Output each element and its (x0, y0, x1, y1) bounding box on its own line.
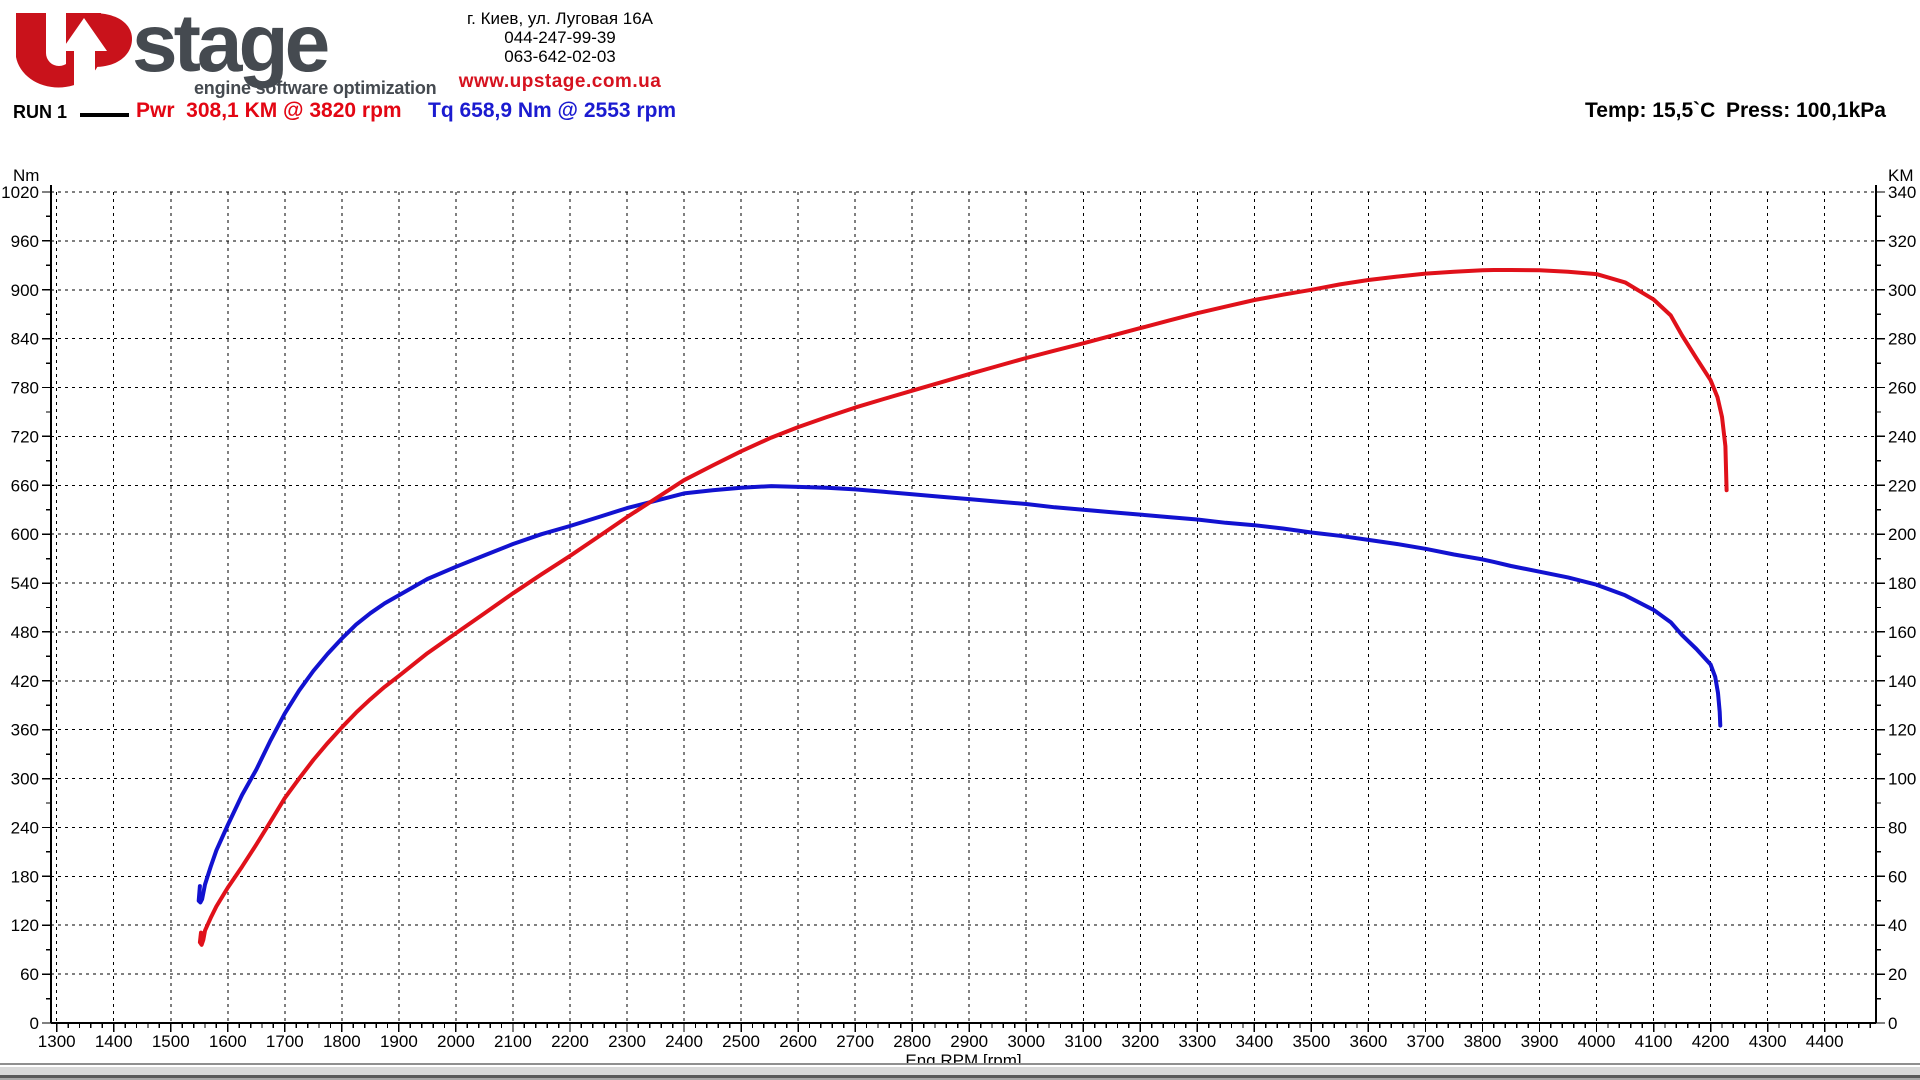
y-right-tick-label: 280 (1888, 330, 1916, 349)
curves (196, 268, 1729, 947)
x-tick-label: 3800 (1464, 1032, 1502, 1051)
x-tick-label: 1800 (323, 1032, 361, 1051)
x-tick-label: 4100 (1635, 1032, 1673, 1051)
temperature-readout: Temp: 15,5`C (1585, 99, 1716, 122)
upstage-logo: stage engine software optimization (8, 0, 478, 106)
x-tick-label: 2600 (779, 1032, 817, 1051)
x-tick-label: 2300 (608, 1032, 646, 1051)
x-tick-label: 4300 (1749, 1032, 1787, 1051)
window-bottom-border (0, 1078, 1920, 1080)
y-right-tick-label: 140 (1888, 672, 1916, 691)
website-link[interactable]: www.upstage.com.ua (458, 71, 662, 92)
company-address-block: г. Киев, ул. Луговая 16А 044-247-99-39 0… (400, 9, 720, 66)
y-left-tick-label: 960 (11, 232, 39, 251)
y-left-tick-label: 900 (11, 281, 39, 300)
x-tick-label: 3000 (1007, 1032, 1045, 1051)
pressure-readout: Press: 100,1kPa (1726, 99, 1886, 122)
phone-line-2: 063-642-02-03 (504, 47, 616, 66)
right-axis-unit-label: KM (1888, 166, 1914, 185)
y-left-tick-label: 600 (11, 525, 39, 544)
y-right-tick-label: 300 (1888, 281, 1916, 300)
logo-tagline: engine software optimization (194, 78, 436, 98)
x-tick-label: 2700 (836, 1032, 874, 1051)
y-right-tick-label: 260 (1888, 379, 1916, 398)
logo-brand-text: stage (132, 5, 328, 89)
y-left-tick-label: 120 (11, 916, 39, 935)
x-tick-label: 1600 (209, 1032, 247, 1051)
gridlines (51, 191, 1876, 1023)
x-tick-label: 1400 (95, 1032, 133, 1051)
x-tick-label: 3400 (1235, 1032, 1273, 1051)
left-axis-unit-label: Nm (13, 166, 39, 185)
y-left-tick-label: 540 (11, 574, 39, 593)
x-tick-label: 2200 (551, 1032, 589, 1051)
x-tick-label: 4400 (1806, 1032, 1844, 1051)
x-tick-label: 3600 (1350, 1032, 1388, 1051)
x-tick-label: 1700 (266, 1032, 304, 1051)
address-line: г. Киев, ул. Луговая 16А (467, 9, 653, 28)
y-left-tick-label: 660 (11, 476, 39, 495)
x-tick-label: 2400 (665, 1032, 703, 1051)
x-tick-label: 4000 (1578, 1032, 1616, 1051)
y-left-tick-label: 1020 (1, 183, 39, 202)
x-tick-label: 2800 (893, 1032, 931, 1051)
y-right-tick-label: 180 (1888, 574, 1916, 593)
run-label: RUN 1 (13, 102, 68, 122)
y-right-tick-label: 200 (1888, 525, 1916, 544)
y-right-tick-label: 60 (1888, 867, 1907, 886)
x-tick-label: 2900 (950, 1032, 988, 1051)
y-left-tick-label: 240 (11, 818, 39, 837)
x-tick-label: 3300 (1178, 1032, 1216, 1051)
window-bottom-border (0, 1075, 1920, 1078)
y-left-tick-label: 180 (11, 867, 39, 886)
y-left-tick-label: 60 (20, 965, 39, 984)
y-left-tick-label: 780 (11, 379, 39, 398)
y-left-tick-label: 480 (11, 623, 39, 642)
y-right-tick-label: 100 (1888, 770, 1916, 789)
x-tick-label: 1900 (380, 1032, 418, 1051)
x-tick-label: 2100 (494, 1032, 532, 1051)
torque-readout: Tq 658,9 Nm @ 2553 rpm (428, 99, 677, 122)
y-left-tick-label: 360 (11, 721, 39, 740)
phone-line-1: 044-247-99-39 (504, 28, 616, 47)
run-legend-line (80, 113, 129, 117)
x-tick-label: 1300 (38, 1032, 76, 1051)
window-bottom-border (0, 1065, 1920, 1067)
axes (50, 185, 1877, 1024)
window-bottom-scrollbar[interactable] (0, 1067, 1920, 1075)
y-left-tick-label: 840 (11, 330, 39, 349)
y-right-tick-label: 160 (1888, 623, 1916, 642)
y-left-tick-label: 420 (11, 672, 39, 691)
x-tick-label: 3700 (1407, 1032, 1445, 1051)
x-tick-label: 3200 (1121, 1032, 1159, 1051)
y-right-tick-label: 80 (1888, 818, 1907, 837)
power-readout: Pwr 308,1 KM @ 3820 rpm (136, 99, 402, 122)
y-left-tick-label: 720 (11, 427, 39, 446)
y-right-tick-label: 240 (1888, 427, 1916, 446)
x-tick-label: 2500 (722, 1032, 760, 1051)
y-right-tick-label: 220 (1888, 476, 1916, 495)
x-tick-label: 4200 (1692, 1032, 1730, 1051)
y-right-tick-label: 320 (1888, 232, 1916, 251)
x-tick-label: 3100 (1064, 1032, 1102, 1051)
axis-ticks (42, 191, 1885, 1032)
y-right-tick-label: 120 (1888, 721, 1916, 740)
y-left-tick-label: 0 (30, 1014, 39, 1033)
y-right-tick-label: 40 (1888, 916, 1907, 935)
y-right-tick-label: 20 (1888, 965, 1907, 984)
x-tick-label: 2000 (437, 1032, 475, 1051)
torque-curve (196, 484, 1723, 905)
x-tick-label: 1500 (152, 1032, 190, 1051)
y-right-tick-label: 0 (1888, 1014, 1897, 1033)
y-left-tick-label: 300 (11, 770, 39, 789)
y-right-tick-label: 340 (1888, 183, 1916, 202)
logo-arrow-up-icon (61, 18, 107, 85)
x-tick-label: 3900 (1521, 1032, 1559, 1051)
window-bottom-border (0, 1063, 1920, 1065)
x-tick-label: 3500 (1292, 1032, 1330, 1051)
power-curve (197, 268, 1729, 947)
axis-labels: 1300 1400 1500 1600 1700 1800 1900 2000 2100 2200… (1, 166, 1916, 1070)
